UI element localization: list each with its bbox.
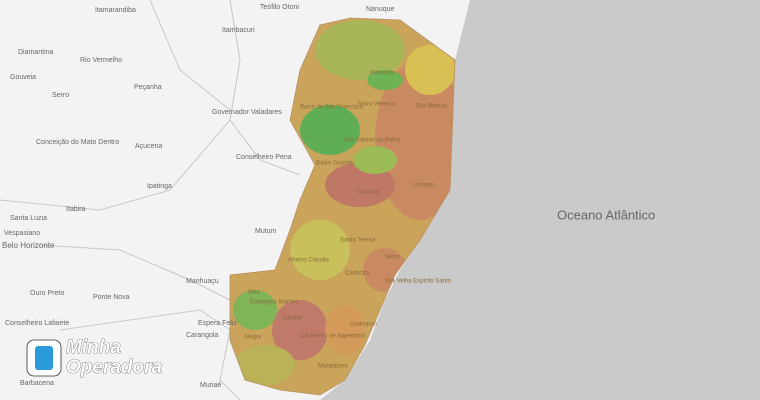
place-label: Conceição do Mato Dentro — [36, 139, 119, 146]
place-label: Serro — [52, 92, 69, 99]
state-border — [229, 17, 456, 396]
city-label: Domingos Martins — [250, 300, 298, 306]
place-label: Gouveia — [10, 74, 36, 81]
place-label: Santa Luzia — [10, 215, 47, 222]
city-label: Nova Venécia — [358, 102, 396, 108]
place-label: Carangola — [186, 332, 218, 339]
ocean-label: Oceano Atlântico — [557, 207, 655, 222]
place-label: Teófilo Otoni — [260, 4, 299, 11]
place-label: Ponte Nova — [93, 294, 130, 301]
place-label: Nanuque — [366, 6, 395, 13]
place-label: Diamantina — [18, 49, 54, 56]
place-label: Vespasiano — [4, 230, 40, 237]
city-label: Colatina — [357, 190, 380, 196]
place-label: Conselheiro Lafaiete — [5, 320, 69, 327]
place-label: Itabira — [66, 206, 86, 213]
city-label: Guarapari — [350, 322, 377, 328]
city-label: Serra — [385, 255, 400, 261]
place-label: Açucena — [135, 143, 162, 150]
city-label: Castelo — [282, 316, 303, 322]
logo-text: Minha — [66, 337, 121, 358]
city-label: Santa Teresa — [340, 238, 376, 244]
place-label: Ouro Preto — [30, 290, 64, 297]
place-label: Rio Vermelho — [80, 57, 122, 64]
logo-icon-inner — [35, 346, 53, 370]
logo-text: Operadora — [66, 357, 163, 378]
city-label: Baixo Guandu — [316, 161, 354, 167]
place-label: Peçanha — [134, 84, 162, 91]
logo: Minha Operadora — [26, 337, 163, 378]
city-label: Pinheiros — [370, 71, 395, 77]
city-label: Cariacica — [345, 271, 371, 277]
roads — [0, 0, 301, 400]
city-label: Linhares — [412, 183, 435, 189]
place-label: Muriaé — [200, 382, 222, 389]
place-label: Itambacuri — [222, 27, 255, 34]
city-label: São Mateus — [415, 104, 447, 110]
city-label: Alegre — [244, 335, 262, 341]
city-label: Marataízes — [318, 364, 348, 370]
place-label: Barbacena — [20, 380, 54, 387]
place-label: Itamarandiba — [95, 7, 136, 14]
place-label: Governador Valadares — [212, 109, 282, 116]
city-label: São Gabriel da Palha — [343, 138, 401, 144]
place-label: Mutum — [255, 228, 277, 235]
place-label: Conselheiro Pena — [236, 154, 292, 161]
city-label: Iúna — [248, 290, 260, 296]
place-label: Belo Horizonte — [2, 241, 55, 250]
city-label: Afonso Cláudio — [288, 258, 329, 264]
place-label: Espera Feliz — [198, 320, 237, 327]
city-label: Cachoeiro de Itapemirim — [300, 334, 365, 340]
place-label: Ipatinga — [147, 183, 172, 190]
ocean — [320, 0, 760, 400]
city-label: Barra de São Francisco — [300, 105, 364, 111]
place-label: Manhuaçu — [186, 278, 219, 285]
city-label: Vila Velha Espírito Santo — [385, 279, 452, 285]
